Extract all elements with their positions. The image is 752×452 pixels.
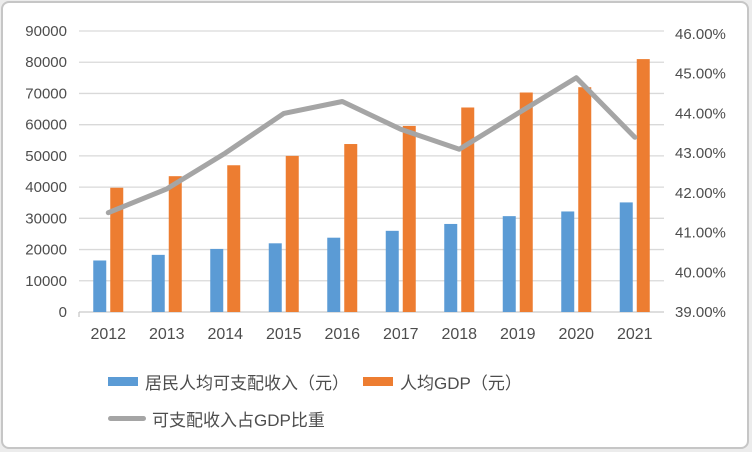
bar-income-2015 (268, 243, 282, 312)
left-axis-tick-label: 30000 (25, 210, 67, 227)
bar-gdp-2018 (461, 107, 475, 312)
legend-swatch-income-icon (108, 377, 138, 386)
legend-item-income: 居民人均可支配收入（元） (108, 369, 349, 394)
legend-row-1: 居民人均可支配收入（元） 人均GDP（元） (108, 369, 522, 394)
legend-swatch-gdp-icon (363, 377, 393, 386)
right-axis-tick-label: 44.00% (675, 105, 726, 122)
legend-row-2: 可支配收入占GDP比重 (108, 406, 522, 431)
left-axis-tick-label: 70000 (25, 85, 67, 102)
bar-gdp-2021 (636, 59, 650, 312)
left-axis-tick-label: 90000 (25, 23, 67, 40)
legend-item-gdp: 人均GDP（元） (363, 369, 522, 394)
x-axis-label-2012: 2012 (90, 326, 126, 343)
bar-income-2013 (151, 254, 165, 312)
x-axis-label-2019: 2019 (500, 326, 536, 343)
bar-gdp-2014 (227, 165, 241, 312)
left-axis-tick-label: 20000 (25, 242, 67, 259)
bar-gdp-2016 (344, 144, 358, 312)
x-axis-label-2017: 2017 (383, 326, 419, 343)
right-axis-tick-label: 42.00% (675, 185, 726, 202)
x-axis-label-2015: 2015 (266, 326, 302, 343)
bar-income-2012 (93, 260, 107, 312)
right-axis-tick-label: 43.00% (675, 145, 726, 162)
legend-item-ratio: 可支配收入占GDP比重 (108, 406, 325, 431)
bar-income-2019 (502, 216, 516, 312)
legend: 居民人均可支配收入（元） 人均GDP（元） 可支配收入占GDP比重 (108, 369, 522, 431)
right-axis-tick-label: 46.00% (675, 26, 726, 43)
bar-income-2020 (561, 211, 575, 312)
bar-gdp-2013 (168, 176, 182, 312)
x-axis-label-2013: 2013 (149, 326, 185, 343)
left-axis-tick-label: 40000 (25, 179, 67, 196)
bar-income-2018 (444, 223, 458, 312)
x-axis-label-2018: 2018 (441, 326, 477, 343)
left-axis-tick-label: 50000 (25, 148, 67, 165)
right-axis-tick-label: 41.00% (675, 225, 726, 242)
bar-gdp-2012 (110, 187, 124, 312)
x-axis-label-2014: 2014 (207, 326, 243, 343)
legend-label-income: 居民人均可支配收入（元） (145, 374, 349, 393)
right-axis-tick-label: 40.00% (675, 264, 726, 281)
bar-income-2014 (210, 248, 224, 312)
right-axis-tick-label: 39.00% (675, 304, 726, 321)
x-axis-label-2020: 2020 (558, 326, 594, 343)
bar-gdp-2015 (285, 155, 299, 312)
legend-label-ratio: 可支配收入占GDP比重 (152, 411, 325, 430)
legend-swatch-ratio-line-icon (108, 416, 146, 421)
bar-income-2016 (327, 237, 341, 312)
left-axis-tick-label: 10000 (25, 273, 67, 290)
x-axis-label-2016: 2016 (324, 326, 360, 343)
right-axis-tick-label: 45.00% (675, 66, 726, 83)
bar-gdp-2019 (519, 92, 533, 312)
chart-canvas: 0 10000 20000 30000 40000 50000 60000 70000 8000… (25, 23, 726, 343)
bar-gdp-2017 (402, 125, 416, 312)
left-axis-tick-label: 0 (59, 304, 67, 321)
x-axis-label-2021: 2021 (617, 326, 653, 343)
left-axis-tick-label: 80000 (25, 54, 67, 71)
bar-income-2021 (619, 202, 633, 312)
ratio-line (105, 75, 638, 216)
left-axis-tick-label: 60000 (25, 117, 67, 134)
bar-gdp-2020 (578, 87, 592, 312)
bar-income-2017 (385, 230, 399, 312)
legend-label-gdp: 人均GDP（元） (400, 374, 522, 393)
